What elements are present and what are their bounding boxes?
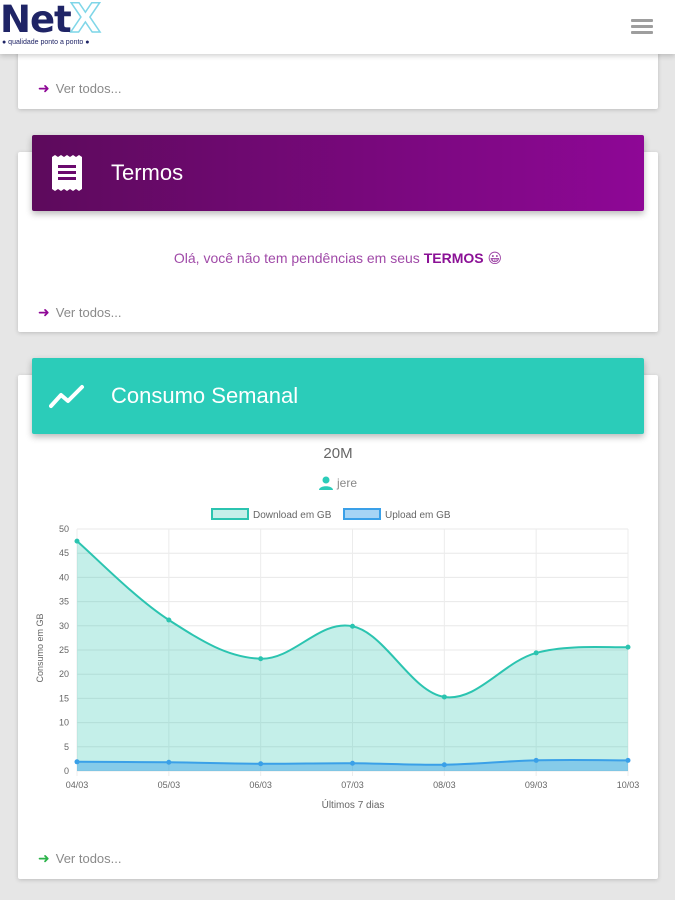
- trending-line-icon: [49, 385, 84, 408]
- ver-todos-link[interactable]: ➜ Ver todos...: [38, 850, 122, 867]
- data-point[interactable]: [166, 759, 172, 765]
- logo-x-mark: X: [69, 0, 101, 42]
- data-point[interactable]: [350, 760, 355, 766]
- data-point[interactable]: [74, 759, 80, 765]
- ver-todos-link[interactable]: ➜ Ver todos...: [38, 304, 122, 321]
- arrow-right-icon: ➜: [38, 304, 50, 320]
- x-tick-label: 08/03: [433, 780, 456, 790]
- user-name: jere: [336, 476, 357, 490]
- legend-label[interactable]: Upload em GB: [385, 510, 451, 521]
- termos-title: Termos: [111, 160, 184, 185]
- termos-message-text: Olá, você não tem pendências em seus: [173, 250, 424, 266]
- consumo-card: 20M jere Download em GB Upload em GB 0 5 10…: [18, 375, 658, 879]
- termos-header[interactable]: Termos: [32, 135, 644, 211]
- legend-swatch[interactable]: [343, 508, 381, 520]
- arrow-right-icon: ➜: [38, 80, 50, 96]
- netx-logo[interactable]: Net X ● qualidade ponto a ponto ●: [0, 0, 110, 54]
- legend-label[interactable]: Download em GB: [253, 510, 332, 521]
- arrow-right-icon: ➜: [38, 850, 50, 866]
- chart-grid: [76, 528, 629, 776]
- logo-tagline: ● qualidade ponto a ponto ●: [2, 39, 90, 46]
- data-point[interactable]: [441, 762, 447, 768]
- logo-wordmark: Net: [0, 0, 72, 41]
- x-tick-label: 07/03: [341, 780, 364, 790]
- ver-todos-label: Ver todos...: [55, 851, 122, 866]
- top-app-bar: Net X ● qualidade ponto a ponto ●: [0, 0, 675, 54]
- hamburger-menu-icon[interactable]: [631, 19, 653, 35]
- data-point[interactable]: [74, 538, 80, 544]
- x-tick-label: 09/03: [525, 780, 548, 790]
- user-icon: [318, 476, 333, 490]
- ver-todos-label: Ver todos...: [55, 305, 122, 320]
- y-tick-label: 0: [64, 766, 69, 776]
- data-point[interactable]: [441, 694, 447, 700]
- x-tick-label: 06/03: [249, 780, 272, 790]
- user-row: jere: [18, 476, 658, 490]
- smile-emoji-icon: 😀: [487, 250, 503, 266]
- y-tick-label: 35: [59, 597, 69, 607]
- chart-y-ticks: 0 5 10 15 20 25 30 35 40 45 50: [59, 524, 69, 776]
- y-tick-label: 20: [59, 669, 69, 679]
- y-tick-label: 5: [64, 742, 69, 752]
- y-tick-label: 25: [59, 645, 69, 655]
- y-tick-label: 50: [59, 524, 69, 534]
- chart-points: [74, 538, 631, 768]
- x-axis-label: Últimos 7 dias: [322, 798, 385, 811]
- data-point[interactable]: [166, 617, 172, 623]
- termos-message: Olá, você não tem pendências em seus TER…: [18, 250, 658, 267]
- data-point[interactable]: [533, 650, 539, 656]
- termos-emphasis: TERMOS: [423, 250, 484, 266]
- data-point[interactable]: [258, 761, 264, 767]
- data-point[interactable]: [533, 757, 539, 763]
- y-tick-label: 45: [59, 548, 69, 558]
- y-tick-label: 10: [59, 718, 69, 728]
- ver-todos-link[interactable]: ➜ Ver todos...: [38, 80, 122, 97]
- legend-swatch[interactable]: [211, 508, 249, 520]
- chart-legend: Download em GB Upload em GB: [211, 508, 451, 521]
- plan-label: 20M: [323, 445, 353, 462]
- data-point[interactable]: [258, 656, 264, 662]
- chart-x-ticks: 04/03 05/03 06/03 07/03 08/03 09/03 10/03: [66, 780, 640, 790]
- y-tick-label: 40: [59, 572, 69, 582]
- x-tick-label: 05/03: [158, 780, 181, 790]
- consumo-title: Consumo Semanal: [111, 383, 299, 408]
- consumo-header[interactable]: Consumo Semanal: [32, 358, 644, 434]
- series-area-0: [77, 541, 628, 771]
- x-tick-label: 04/03: [66, 780, 89, 790]
- data-point[interactable]: [350, 623, 355, 629]
- data-point[interactable]: [625, 644, 631, 650]
- data-point[interactable]: [625, 757, 631, 763]
- x-tick-label: 10/03: [617, 780, 640, 790]
- receipt-icon: [52, 155, 82, 191]
- ver-todos-label: Ver todos...: [55, 81, 122, 96]
- weekly-consumption-chart: Download em GB Upload em GB 0 5 10 15 20 25 30 3…: [35, 508, 640, 811]
- y-tick-label: 15: [59, 693, 69, 703]
- y-tick-label: 30: [59, 621, 69, 631]
- y-axis-label: Consumo em GB: [35, 613, 45, 682]
